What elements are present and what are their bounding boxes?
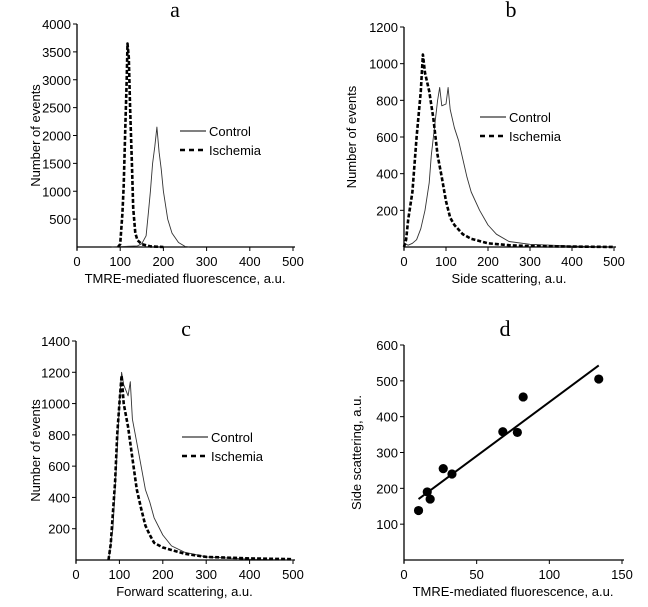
y-tick-label: 200 <box>48 522 70 537</box>
x-tick-label: 400 <box>239 254 261 269</box>
legend-label: Control <box>209 124 251 139</box>
y-tick-label: 2500 <box>42 101 71 116</box>
x-tick-label: 500 <box>282 254 304 269</box>
y-tick-label: 200 <box>376 481 398 496</box>
fit-line <box>417 364 600 500</box>
panel-letter: b <box>506 0 517 22</box>
x-tick-label: 0 <box>73 254 80 269</box>
x-tick-label: 300 <box>195 567 217 582</box>
series-line-control <box>111 126 190 248</box>
panel-letter: a <box>170 0 180 22</box>
data-point <box>518 392 528 402</box>
x-tick-label: 500 <box>603 254 625 269</box>
y-tick-label: 800 <box>376 93 398 108</box>
legend-label: Control <box>509 110 551 125</box>
x-tick-label: 100 <box>109 254 131 269</box>
x-tick-label: 0 <box>400 254 407 269</box>
x-tick-label: 50 <box>469 567 483 582</box>
x-tick-label: 0 <box>72 567 79 582</box>
y-tick-label: 2000 <box>42 129 71 144</box>
y-tick-label: 1500 <box>42 156 71 171</box>
legend-label: Control <box>211 430 253 445</box>
y-axis-label: Side scattering, a.u. <box>349 395 364 510</box>
y-tick-label: 1400 <box>41 334 70 349</box>
y-axis-label: Number of events <box>344 85 359 188</box>
panel-d: d 0 50 100 150 100 200 300 400 500 600 TMRE-mediate… <box>349 316 633 599</box>
y-tick-label: 4000 <box>42 17 71 32</box>
data-point <box>447 469 457 479</box>
series-line-ischemia <box>402 53 615 249</box>
x-axis-label: Side scattering, a.u. <box>452 271 567 286</box>
y-axis-label: Number of events <box>28 84 43 187</box>
legend-label: Ischemia <box>509 129 562 144</box>
series-line-control <box>108 371 294 561</box>
x-tick-label: 200 <box>477 254 499 269</box>
panel-b: b 0 100 200 300 400 500 200 400 600 800 1000 1200 Sid… <box>344 0 625 286</box>
legend-label: Ischemia <box>211 449 264 464</box>
series-line-ischemia <box>107 374 294 561</box>
x-tick-label: 500 <box>282 567 304 582</box>
x-tick-label: 100 <box>109 567 131 582</box>
y-tick-label: 600 <box>48 459 70 474</box>
x-tick-label: 300 <box>519 254 541 269</box>
data-point <box>438 464 448 474</box>
y-axis-label: Number of events <box>28 399 43 502</box>
y-tick-label: 300 <box>376 446 398 461</box>
y-tick-label: 3500 <box>42 45 71 60</box>
x-tick-label: 100 <box>538 567 560 582</box>
y-tick-label: 600 <box>376 338 398 353</box>
panel-c: c 0 100 200 300 400 500 200 400 600 800 1000 1200 140… <box>28 316 304 599</box>
panel-letter: c <box>181 316 191 341</box>
x-axis-label: Forward scattering, a.u. <box>116 584 253 599</box>
x-tick-label: 0 <box>400 567 407 582</box>
y-tick-label: 100 <box>376 517 398 532</box>
x-tick-label: 100 <box>435 254 457 269</box>
y-tick-label: 800 <box>48 428 70 443</box>
data-point <box>498 427 508 437</box>
data-point <box>413 505 424 516</box>
x-tick-label: 150 <box>611 567 633 582</box>
data-point <box>425 494 435 504</box>
y-tick-label: 3000 <box>42 73 71 88</box>
data-point <box>422 487 432 497</box>
panel-letter: d <box>500 316 511 341</box>
y-tick-label: 1000 <box>369 57 398 72</box>
x-tick-label: 400 <box>239 567 261 582</box>
y-tick-label: 1000 <box>42 184 71 199</box>
y-tick-label: 1200 <box>41 365 70 380</box>
x-tick-label: 200 <box>152 567 174 582</box>
panel-a: a 0 100 200 300 400 500 500 1000 1500 2000 2500 3000… <box>28 0 304 286</box>
y-tick-label: 400 <box>48 490 70 505</box>
y-tick-label: 500 <box>376 374 398 389</box>
y-tick-label: 400 <box>376 410 398 425</box>
data-point <box>512 427 522 438</box>
data-point <box>594 374 604 384</box>
y-tick-label: 400 <box>376 167 398 182</box>
y-tick-label: 500 <box>49 212 71 227</box>
series-line-control <box>403 87 615 248</box>
x-tick-label: 400 <box>561 254 583 269</box>
x-tick-label: 200 <box>153 254 175 269</box>
y-tick-label: 600 <box>376 130 398 145</box>
y-tick-label: 200 <box>376 203 398 218</box>
legend-label: Ischemia <box>209 143 262 158</box>
y-tick-label: 1200 <box>369 20 398 35</box>
x-tick-label: 300 <box>196 254 218 269</box>
x-axis-label: TMRE-mediated fluorescence, a.u. <box>85 271 286 286</box>
series-line-ischemia <box>116 42 164 249</box>
y-tick-label: 1000 <box>41 397 70 412</box>
x-axis-label: TMRE-mediated fluorescence, a.u. <box>413 584 614 599</box>
